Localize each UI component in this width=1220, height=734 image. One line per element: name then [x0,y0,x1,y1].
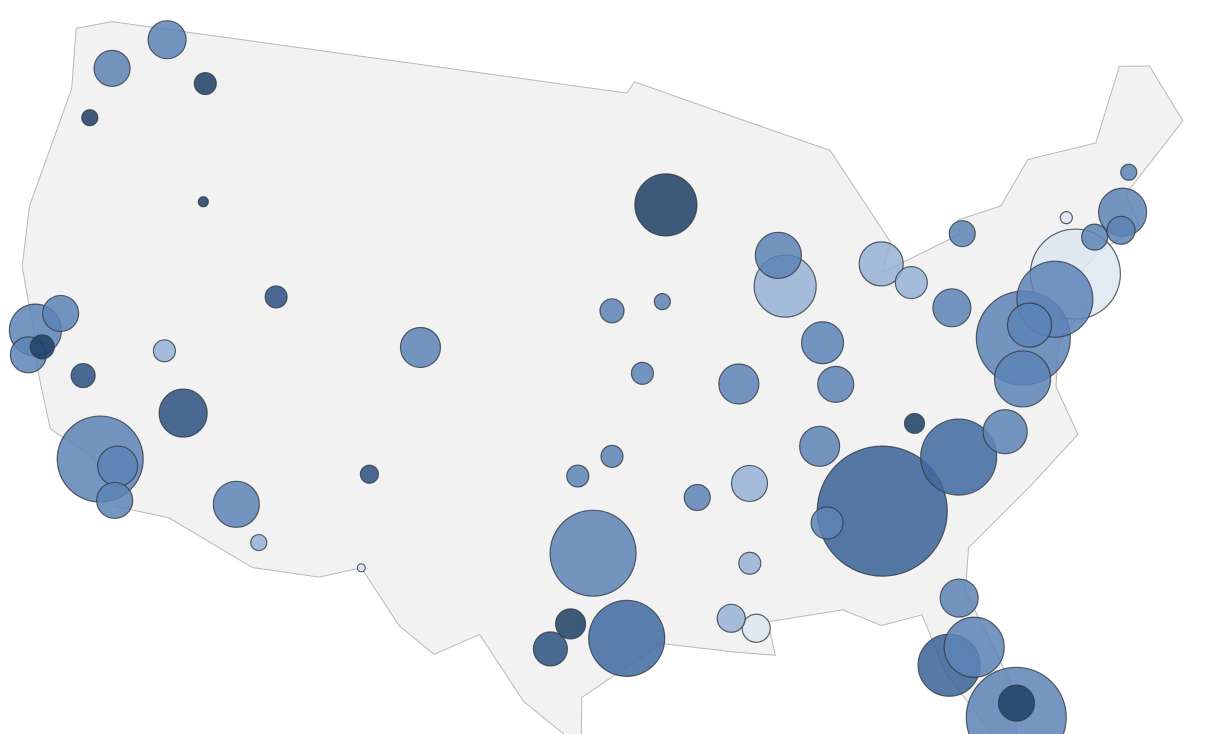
bubble [250,533,268,552]
bubble [97,445,139,487]
bubble [939,578,979,618]
bubble [212,480,260,528]
bubble [1006,302,1053,348]
bubble [716,603,746,633]
bubble [1120,163,1138,181]
bubble [894,265,928,300]
bubble [359,464,379,484]
bubble [738,551,762,575]
bubble [1106,215,1136,245]
bubble [653,293,671,311]
bubble [634,173,698,237]
bubble-layer [8,20,1148,734]
bubble [903,412,926,435]
bubble [158,388,208,438]
bubble [554,608,587,640]
bubble [630,361,655,385]
bubble [920,418,998,496]
bubble [399,326,442,369]
bubble [197,196,209,208]
bubble [730,464,769,503]
bubble [800,321,845,365]
bubble [858,241,904,287]
bubble [741,613,771,643]
bubble [997,684,1036,722]
bubble [264,285,288,309]
bubble [566,464,590,488]
bubble [599,298,625,324]
bubble [810,506,844,540]
bubble [993,350,1052,408]
bubble [683,483,711,512]
bubble [799,425,841,467]
bubble [147,20,187,60]
bubble [96,481,134,520]
bubble [718,363,760,405]
bubble [948,220,976,248]
bubble [532,631,569,667]
bubble [549,509,637,597]
bubble [29,334,55,360]
bubble [982,409,1028,455]
bubble [152,339,177,363]
bubble [817,365,855,404]
bubble [193,71,217,96]
bubble [42,294,80,333]
bubble [1059,211,1073,225]
bubble [943,616,1005,678]
bubble [70,362,96,389]
bubble [93,49,131,87]
bubble [1081,223,1109,251]
bubble [356,563,366,573]
bubble [600,444,624,468]
bubble [932,288,972,328]
bubble [588,599,666,677]
bubble [81,109,99,127]
bubble [754,231,802,279]
